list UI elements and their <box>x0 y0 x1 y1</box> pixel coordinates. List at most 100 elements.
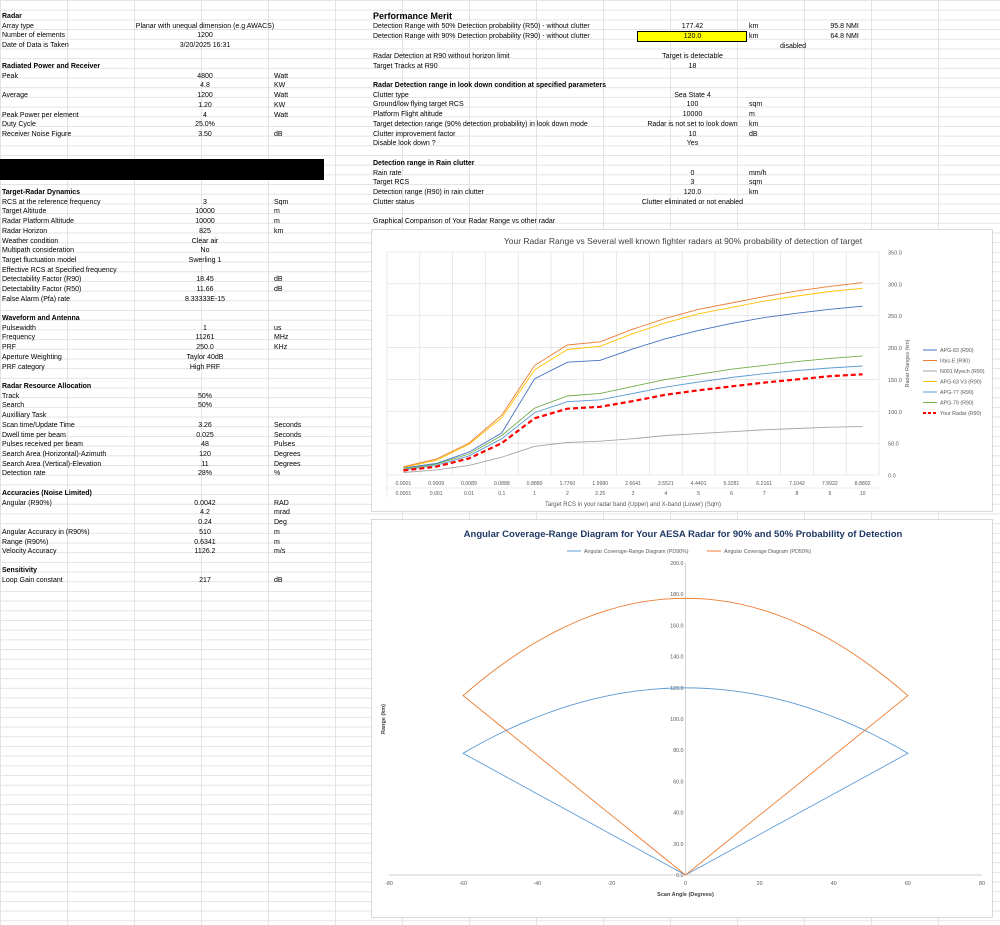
target-row-value[interactable]: 10000 <box>195 208 215 216</box>
lookdown-row-value[interactable]: Sea State 4 <box>674 91 711 99</box>
power-row-label: Peak Power per element <box>2 111 79 119</box>
rain-row-value[interactable]: 120.0 <box>683 189 702 197</box>
resource-row-value[interactable]: 11 <box>201 460 209 468</box>
r90-highlight-cell[interactable] <box>637 31 747 42</box>
resource-row-value[interactable]: 0.025 <box>196 431 214 439</box>
chart1-legend-label[interactable]: APG-83 (R90) <box>940 348 974 354</box>
chart1-legend-label[interactable]: APG-77 (R90) <box>940 390 974 396</box>
lookdown-row-label: Clutter type <box>373 91 409 99</box>
sensitivity-row-value[interactable]: 217 <box>199 576 211 584</box>
radar-row-label: Array type <box>2 22 34 30</box>
chart1-legend-label[interactable]: APG-63 V3 (R90) <box>940 380 982 386</box>
radar-row-value[interactable]: Planar with unequal dimension (e.g AWACS… <box>135 22 275 30</box>
rain-row-value[interactable]: 0 <box>690 169 695 177</box>
chart2-legend-label[interactable]: Angular Coverage-Range Diagram (PD90%) <box>584 549 689 555</box>
range-comparison-chart[interactable]: Your Radar Range vs Several well known f… <box>371 229 993 512</box>
power-row-value[interactable]: 4 <box>203 111 207 119</box>
chart1-x-upper-tick: 0.8880 <box>527 481 543 487</box>
target-row-label: Detectability Factor (R90) <box>2 276 82 284</box>
rain-row-value[interactable]: Clutter eliminated or not enabled <box>641 198 744 206</box>
radar-row-value[interactable]: 1200 <box>197 32 213 40</box>
lookdown-row-value[interactable]: 10000 <box>682 111 703 119</box>
accuracy-row-value[interactable]: 510 <box>199 528 211 536</box>
chart1-x-upper-tick: 2.6641 <box>625 481 641 487</box>
accuracy-row-label: Velocity Accuracy <box>2 548 57 556</box>
resource-row-unit: Degrees <box>274 450 301 458</box>
target-row-value[interactable]: 3 <box>203 198 207 206</box>
resource-row-value[interactable]: 3.26 <box>198 421 212 429</box>
target-row-value[interactable]: 8.33333E-15 <box>184 295 226 303</box>
accuracy-row-value[interactable]: 1126.2 <box>194 548 216 556</box>
rain-row-value[interactable]: 3 <box>690 179 695 187</box>
target-row-value[interactable]: Clear air <box>191 237 219 245</box>
rain-row-label: Rain rate <box>373 169 402 177</box>
chart2-y-label: Range (km) <box>381 704 387 734</box>
merit-row-value[interactable]: 120.0 <box>683 32 702 40</box>
resource-row-label: Search Area (Vertical)-Elevation <box>2 460 102 468</box>
waveform-row-value[interactable]: 1 <box>203 324 207 332</box>
target-row-value[interactable]: 825 <box>199 227 211 235</box>
lookdown-row-value[interactable]: Radar is not set to look down <box>647 120 738 128</box>
lookdown-row-unit: m <box>749 111 755 119</box>
chart1-legend-label[interactable]: Irbis-E (R90) <box>940 359 970 365</box>
chart1-y-tick: 0.0 <box>888 474 896 480</box>
graph-caption: Graphical Comparison of Your Radar Range… <box>373 218 556 225</box>
resource-row-value[interactable]: 120 <box>199 450 211 458</box>
chart1-series-line-5 <box>403 355 863 470</box>
chart2-y-tick: 140.0 <box>670 655 683 661</box>
disabled-flag: disabled <box>780 43 807 50</box>
lookdown-row-label: Ground/low flying target RCS <box>373 101 464 109</box>
chart2-legend-label[interactable]: Angular Coverage Diagram (PD50%) <box>724 549 811 555</box>
power-row-value[interactable]: 4800 <box>197 72 213 80</box>
waveform-row-unit: MHz <box>274 334 289 342</box>
chart2-x-tick: -40 <box>533 881 541 887</box>
power-row-value[interactable]: 4.8 <box>200 82 210 90</box>
waveform-row-value[interactable]: 11261 <box>195 334 215 342</box>
power-row-value[interactable]: 1.20 <box>198 101 212 109</box>
waveform-row-label: Pulsewidth <box>2 324 36 332</box>
resource-row-unit: Degrees <box>274 460 301 468</box>
accuracy-row-value[interactable]: 0.6341 <box>194 538 216 546</box>
chart2-y-tick: 0.0 <box>676 873 683 879</box>
merit-row-value[interactable]: 177.42 <box>681 23 704 30</box>
merit-row-value[interactable]: Target is detectable <box>662 53 723 60</box>
waveform-row-value[interactable]: 250.0 <box>196 344 214 352</box>
resource-row-value[interactable]: 50% <box>197 402 212 410</box>
waveform-row-unit: us <box>274 324 282 332</box>
resource-row-value[interactable]: 48 <box>201 441 209 449</box>
waveform-row-value[interactable]: Taylor 40dB <box>186 353 224 361</box>
resource-row-value[interactable]: 28% <box>197 470 212 478</box>
chart1-legend-label[interactable]: Your Radar (R90) <box>940 411 982 417</box>
lookdown-row-value[interactable]: Yes <box>686 140 699 148</box>
accuracy-row-value[interactable]: 0.24 <box>198 519 212 527</box>
resource-row-unit: % <box>274 470 281 478</box>
chart2-y-tick: 100.0 <box>670 717 683 723</box>
chart1-legend-label[interactable]: APG-79 (R90) <box>940 401 974 407</box>
target-row-value[interactable]: No <box>200 247 210 255</box>
rain-section-title: Detection range in Rain clutter <box>373 160 475 167</box>
power-row-value[interactable]: 25.0% <box>195 121 215 129</box>
target-row-value[interactable]: 18.45 <box>196 276 214 284</box>
target-row-unit: km <box>274 227 284 235</box>
angular-coverage-chart[interactable]: Angular Coverage-Range Diagram for Your … <box>371 519 993 918</box>
resource-row-value[interactable]: 50% <box>197 392 212 400</box>
waveform-row-value[interactable]: High PRF <box>189 363 221 371</box>
chart1-x-label: Target RCS in your radar band (Upper) an… <box>545 502 721 508</box>
merit-row-value[interactable]: 18 <box>688 62 697 70</box>
target-row-value[interactable]: Swerling 1 <box>188 256 222 264</box>
accuracy-row-value[interactable]: 4.2 <box>200 509 210 517</box>
power-row-value[interactable]: 3.50 <box>198 130 212 138</box>
accuracy-row-unit: m <box>274 528 280 536</box>
lookdown-row-value[interactable]: 10 <box>688 130 697 138</box>
target-row-value[interactable]: 11.66 <box>196 286 214 293</box>
chart1-series-line-6 <box>403 373 863 472</box>
chart1-series-line-2 <box>403 426 863 473</box>
target-row-value[interactable]: 10000 <box>195 218 215 226</box>
accuracy-row-value[interactable]: 0.0042 <box>194 499 216 507</box>
chart2-x-tick: 40 <box>831 881 837 887</box>
power-row-value[interactable]: 1200 <box>197 92 213 100</box>
radar-row-value[interactable]: 3/20/2025 16:31 <box>179 42 231 50</box>
radar-row-label: Number of elements <box>2 32 66 40</box>
chart1-legend-label[interactable]: N001 Myech (R90) <box>940 369 985 375</box>
lookdown-row-value[interactable]: 100 <box>686 101 699 109</box>
